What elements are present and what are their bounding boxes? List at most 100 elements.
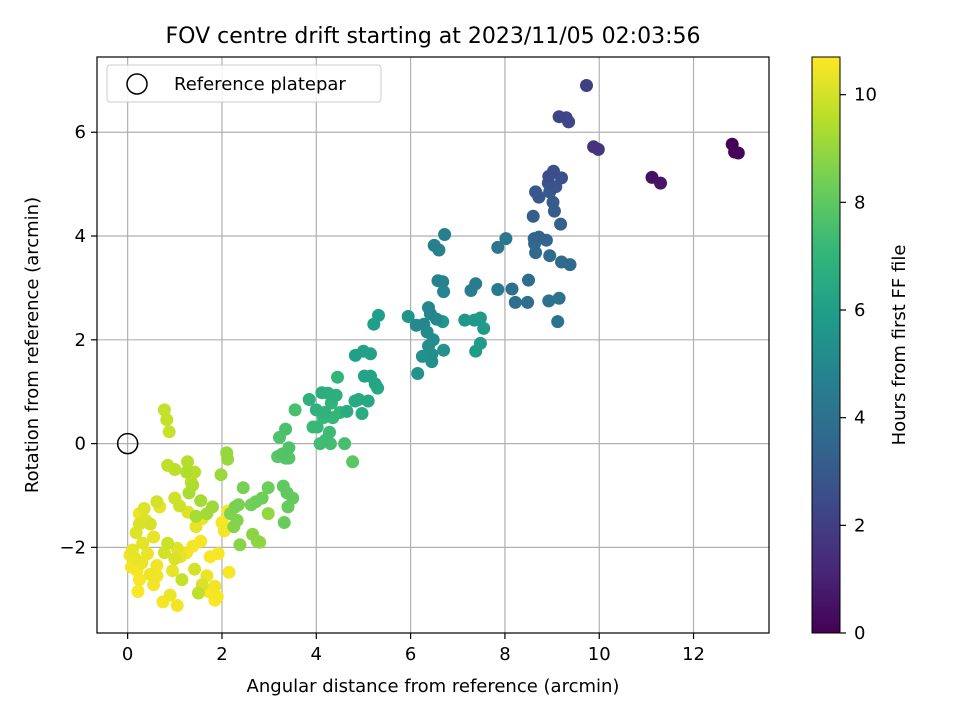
data-point xyxy=(277,516,291,529)
data-point xyxy=(181,455,194,469)
data-point xyxy=(355,407,369,420)
data-point xyxy=(555,255,568,269)
data-point xyxy=(141,547,154,561)
x-tick-label: 0 xyxy=(122,644,133,665)
scatter-points xyxy=(116,79,745,612)
data-point xyxy=(236,481,250,495)
data-point xyxy=(467,313,481,327)
data-point xyxy=(529,185,543,199)
x-tick-label: 8 xyxy=(499,644,510,665)
y-axis-ticks: −2 0 2 4 6 xyxy=(59,122,97,558)
data-point xyxy=(206,500,219,514)
colorbar-tick-label: 4 xyxy=(854,408,865,429)
data-point xyxy=(505,282,519,296)
data-point xyxy=(222,565,236,579)
x-axis-ticks: 0 2 4 6 8 10 12 xyxy=(122,633,705,665)
data-point xyxy=(132,517,146,531)
data-point xyxy=(166,564,179,578)
colorbar-label: Hours from first FF file xyxy=(889,245,910,446)
data-point xyxy=(340,404,354,418)
data-point xyxy=(194,494,208,508)
legend-box xyxy=(106,64,382,103)
data-point xyxy=(147,530,161,544)
data-point xyxy=(163,588,177,602)
data-point xyxy=(220,446,234,460)
data-point xyxy=(168,463,182,476)
y-tick-label: 4 xyxy=(75,226,86,247)
data-point xyxy=(543,249,557,263)
data-point xyxy=(469,277,483,291)
data-point xyxy=(491,283,505,296)
data-point xyxy=(422,301,435,315)
y-tick-label: 0 xyxy=(75,434,86,455)
data-point xyxy=(508,295,522,309)
data-point xyxy=(587,140,601,154)
y-tick-label: 2 xyxy=(75,330,86,351)
x-tick-label: 10 xyxy=(588,644,611,665)
data-point xyxy=(211,547,225,561)
data-point xyxy=(315,386,329,400)
data-point xyxy=(477,321,491,335)
data-point xyxy=(191,586,205,600)
data-point xyxy=(132,573,146,587)
data-point xyxy=(136,536,150,550)
data-point xyxy=(125,543,139,557)
legend-entry-reference: Reference platepar xyxy=(174,74,346,95)
data-point xyxy=(188,562,202,576)
data-point xyxy=(338,437,352,451)
data-point xyxy=(160,413,174,427)
data-point xyxy=(276,479,290,493)
data-point xyxy=(437,285,451,299)
y-axis-label: Rotation from reference (arcmin) xyxy=(22,197,43,493)
data-point xyxy=(348,348,362,362)
data-point xyxy=(346,455,360,469)
data-point xyxy=(302,393,316,406)
data-point xyxy=(499,232,513,246)
data-point xyxy=(182,486,196,500)
data-point xyxy=(161,536,175,550)
data-point xyxy=(246,527,260,541)
reference-marker xyxy=(116,432,139,455)
data-point xyxy=(372,308,385,322)
data-point xyxy=(208,579,222,593)
data-point xyxy=(168,552,182,566)
data-point xyxy=(458,313,472,327)
colorbar-tick-label: 0 xyxy=(854,623,865,644)
data-point xyxy=(542,169,556,183)
data-point xyxy=(437,343,451,357)
data-point xyxy=(401,310,415,323)
data-point xyxy=(210,590,224,604)
data-point xyxy=(411,367,425,380)
data-point xyxy=(526,209,540,223)
y-tick-label: −2 xyxy=(59,537,86,558)
data-point xyxy=(233,538,247,552)
data-point xyxy=(189,509,203,523)
data-point xyxy=(580,79,593,92)
data-point xyxy=(180,465,194,479)
data-point xyxy=(323,425,336,439)
data-point xyxy=(521,295,535,309)
data-point xyxy=(532,230,546,244)
data-point xyxy=(473,336,487,350)
data-point xyxy=(546,195,560,209)
data-point xyxy=(261,481,275,495)
data-point xyxy=(288,403,302,417)
data-point xyxy=(310,420,324,434)
x-tick-label: 6 xyxy=(405,644,416,665)
colorbar-tick-label: 6 xyxy=(854,300,865,321)
data-point xyxy=(438,228,452,241)
plot-frame xyxy=(96,56,770,634)
x-tick-label: 2 xyxy=(216,644,227,665)
colorbar-tick-label: 2 xyxy=(854,515,865,536)
data-point xyxy=(552,291,566,305)
data-point xyxy=(357,369,371,383)
data-point xyxy=(542,294,556,308)
data-point xyxy=(431,274,445,288)
data-point xyxy=(551,315,565,329)
chart-title: FOV centre drift starting at 2023/11/05 … xyxy=(166,24,701,49)
data-point xyxy=(168,491,182,505)
data-point xyxy=(170,599,184,612)
data-point xyxy=(189,520,203,534)
data-point xyxy=(175,573,189,587)
